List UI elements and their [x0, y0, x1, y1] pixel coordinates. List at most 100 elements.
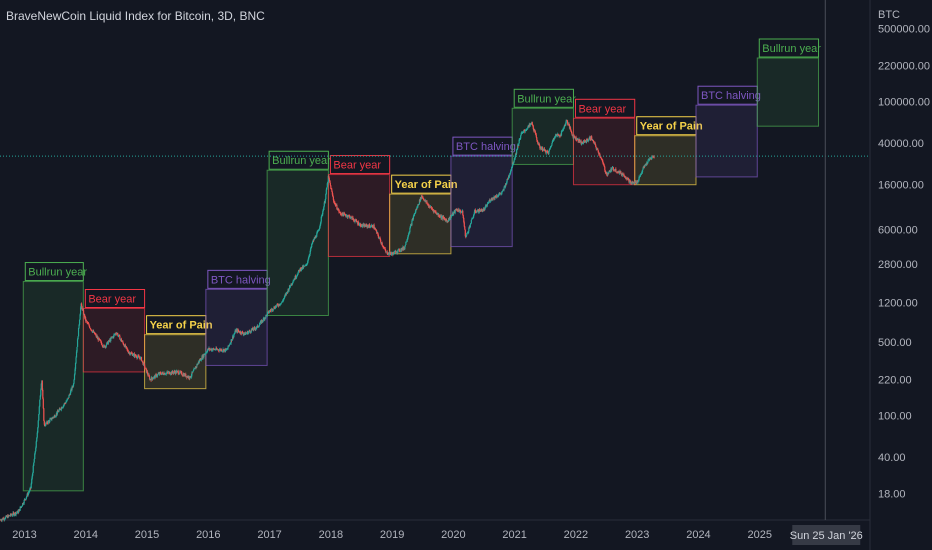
- candle-body: [548, 149, 550, 151]
- candle-body: [152, 378, 154, 380]
- candle-body: [595, 144, 597, 147]
- candle-body: [110, 337, 112, 342]
- candle-body: [345, 215, 348, 217]
- candle-body: [127, 349, 129, 352]
- annotation-label: Bear year: [333, 160, 381, 172]
- candle-body: [58, 408, 61, 411]
- candle-body: [463, 218, 465, 223]
- annotation-label: Bullrun year: [762, 43, 821, 55]
- candle-body: [540, 148, 542, 150]
- candle-body: [540, 147, 542, 150]
- x-tick-label: 2021: [502, 529, 526, 541]
- candle-body: [519, 138, 521, 140]
- candle-body: [517, 145, 519, 150]
- candle-body: [305, 264, 307, 266]
- candle-body: [385, 250, 387, 252]
- annotation-box-bullrun: [266, 169, 329, 317]
- candle-body: [356, 221, 358, 223]
- candle-body: [59, 408, 62, 410]
- candle-body: [535, 133, 537, 135]
- candle-body: [22, 503, 24, 506]
- candle-body: [34, 453, 36, 460]
- candle-body: [275, 305, 278, 307]
- y-tick-label: 6000.00: [878, 224, 918, 236]
- candle-body: [169, 371, 171, 375]
- candle-body: [311, 243, 313, 248]
- candle-body: [486, 205, 488, 207]
- candle-body: [439, 216, 441, 218]
- candle-body: [499, 193, 501, 194]
- candle-body: [13, 513, 15, 516]
- candle-body: [544, 149, 546, 153]
- candle-body: [549, 146, 552, 149]
- candle-body: [534, 129, 536, 132]
- candle-body: [362, 224, 364, 226]
- candle-body: [321, 214, 323, 217]
- candle-body: [367, 225, 369, 227]
- candle-body: [421, 195, 423, 198]
- candle-body: [543, 148, 545, 151]
- candle-body: [248, 331, 250, 333]
- candle-body: [580, 140, 582, 144]
- candle-body: [601, 158, 603, 160]
- candle-body: [320, 221, 322, 225]
- candle-body: [75, 357, 77, 363]
- candle-body: [74, 369, 76, 375]
- candle-body: [160, 372, 162, 375]
- candle-body: [220, 349, 223, 352]
- candle-body: [518, 143, 520, 146]
- candle-body: [408, 231, 411, 233]
- candle-body: [137, 355, 140, 357]
- candle-body: [643, 165, 645, 168]
- candle-body: [425, 200, 427, 203]
- candle-body: [551, 143, 553, 146]
- candle-body: [273, 307, 276, 309]
- candle-body: [566, 120, 569, 124]
- candle-body: [646, 161, 649, 164]
- candle-body: [89, 327, 91, 329]
- candle-body: [338, 209, 340, 212]
- candle-body: [405, 241, 407, 243]
- candle-body: [397, 249, 399, 251]
- candle-body: [409, 227, 411, 232]
- candle-body: [412, 216, 415, 220]
- candle-body: [548, 150, 550, 154]
- candle-body: [52, 417, 54, 419]
- candle-body: [44, 424, 46, 426]
- candle-body: [46, 421, 48, 424]
- currency-label: BTC: [878, 9, 900, 21]
- candle-body: [361, 224, 363, 227]
- candle-body: [266, 313, 268, 316]
- candle-body: [159, 372, 161, 374]
- candle-body: [162, 373, 164, 375]
- candle-body: [465, 235, 467, 238]
- candle-body: [90, 328, 92, 330]
- candle-body: [426, 201, 428, 204]
- candle-body: [478, 211, 480, 213]
- candle-body: [99, 339, 101, 341]
- candle-body: [415, 209, 418, 211]
- candle-body: [609, 170, 611, 172]
- candle-body: [513, 162, 515, 164]
- candle-body: [55, 415, 57, 417]
- candle-body: [71, 386, 74, 388]
- candle-body: [225, 348, 227, 350]
- candle-body: [640, 172, 643, 174]
- candle-body: [461, 211, 463, 213]
- annotation-label: BTC halving: [456, 141, 516, 153]
- candle-body: [507, 178, 509, 180]
- candle-body: [491, 199, 494, 201]
- candle-body: [457, 209, 459, 212]
- candle-body: [390, 253, 392, 255]
- candle-body: [632, 182, 634, 184]
- candle-body: [636, 180, 639, 183]
- annotation-label-box-bear: [574, 98, 636, 118]
- candle-body: [270, 309, 273, 311]
- candle-body: [639, 175, 641, 178]
- candle-body: [151, 377, 153, 379]
- candle-body: [159, 372, 161, 375]
- candle-body: [501, 191, 503, 193]
- candle-body: [458, 209, 460, 212]
- candle-body: [398, 248, 400, 252]
